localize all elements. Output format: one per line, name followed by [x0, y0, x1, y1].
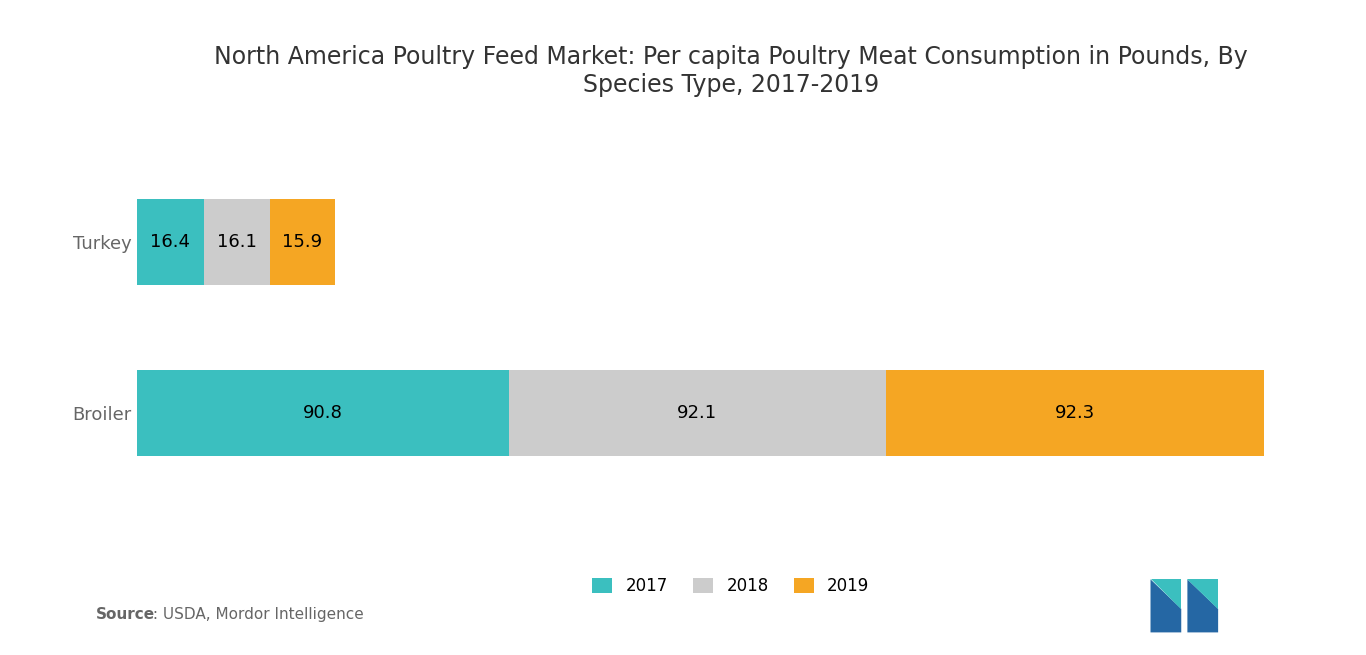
Text: 15.9: 15.9 [283, 233, 322, 251]
Text: 92.1: 92.1 [678, 404, 717, 422]
Bar [508, 370, 887, 456]
Text: 16.4: 16.4 [150, 233, 190, 251]
Bar [269, 199, 335, 285]
Polygon shape [1187, 580, 1218, 633]
Title: North America Poultry Feed Market: Per capita Poultry Meat Consumption in Pounds: North America Poultry Feed Market: Per c… [214, 45, 1247, 97]
Text: Source: Source [96, 607, 154, 622]
Text: : USDA, Mordor Intelligence: : USDA, Mordor Intelligence [148, 607, 363, 622]
Text: 90.8: 90.8 [303, 404, 343, 422]
Bar [137, 199, 204, 285]
Text: 16.1: 16.1 [217, 233, 257, 251]
Bar [204, 199, 269, 285]
Bar [887, 370, 1265, 456]
Legend: 2017, 2018, 2019: 2017, 2018, 2019 [586, 571, 876, 602]
Polygon shape [1150, 580, 1182, 609]
Text: 92.3: 92.3 [1055, 404, 1096, 422]
Polygon shape [1150, 580, 1182, 633]
Polygon shape [1187, 580, 1218, 609]
Bar [137, 370, 508, 456]
